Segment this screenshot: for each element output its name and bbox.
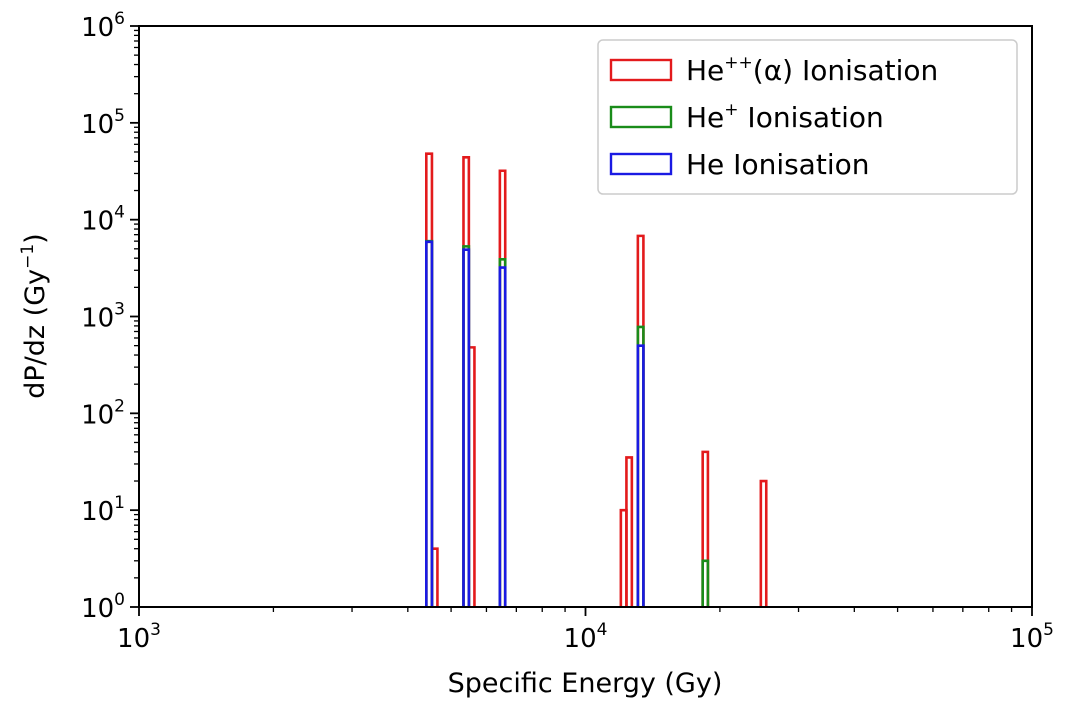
y-axis-label-sup: −1 [18, 244, 38, 269]
y-axis-label-close: ) [20, 233, 51, 244]
x-axis-label: Specific Energy (Gy) [448, 668, 723, 699]
legend: He++(α) Ionisation He+ Ionisation He Ionis… [598, 40, 1017, 194]
legend-label: He+ Ionisation [686, 100, 884, 134]
legend-label: He++(α) Ionisation [686, 53, 938, 87]
legend-label: He Ionisation [686, 148, 869, 181]
y-axis-label-main: dP/dz (Gy [20, 269, 51, 399]
